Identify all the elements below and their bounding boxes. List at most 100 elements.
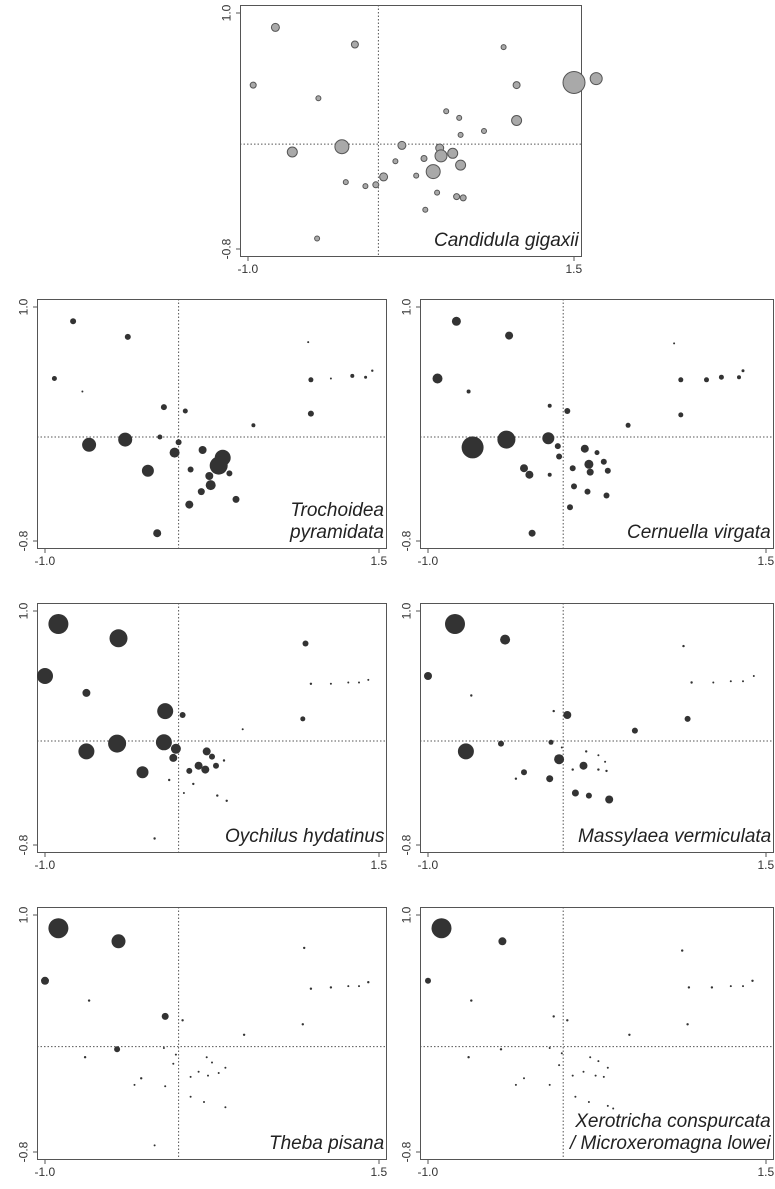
data-point <box>594 450 600 456</box>
data-point <box>584 488 591 495</box>
data-point <box>197 1070 200 1073</box>
data-point <box>162 1047 165 1049</box>
data-point <box>571 768 574 771</box>
data-point <box>153 1144 156 1147</box>
data-point <box>82 437 97 452</box>
data-point <box>133 1083 136 1086</box>
panel-candidula-gigaxii: -1.0 1.5 1.0 -0.8 Candidula gigaxii <box>209 0 603 280</box>
data-point <box>224 1106 227 1109</box>
y-tick-label: 1.0 <box>398 602 413 620</box>
x-tick-label: 1.5 <box>757 858 775 872</box>
data-point <box>605 769 608 773</box>
data-point <box>580 444 589 453</box>
data-point <box>140 1077 143 1080</box>
data-point <box>461 436 484 459</box>
data-point <box>87 999 91 1002</box>
data-point <box>202 747 211 756</box>
data-point <box>552 709 555 713</box>
data-point <box>192 782 195 786</box>
data-point <box>564 408 571 414</box>
data-point <box>37 668 53 684</box>
data-point <box>554 754 565 765</box>
data-point <box>523 1077 525 1080</box>
data-point <box>451 316 461 326</box>
data-point <box>585 792 592 799</box>
data-point <box>308 377 314 383</box>
data-point <box>286 146 298 158</box>
data-point <box>217 1072 220 1074</box>
y-tick-label: -0.8 <box>15 1141 30 1163</box>
data-point <box>397 140 407 150</box>
data-point <box>737 375 741 380</box>
data-point <box>198 446 207 454</box>
data-point <box>329 682 332 685</box>
species-title-line: Trochoidea <box>290 500 384 521</box>
data-point <box>141 464 154 477</box>
species-title: Theba pisana <box>267 1133 385 1155</box>
data-point <box>602 1075 605 1078</box>
data-point <box>182 408 188 414</box>
scatter-plot <box>33 907 387 1164</box>
data-point <box>686 1023 689 1026</box>
data-point <box>457 743 474 760</box>
x-tick-label: -1.0 <box>417 1165 439 1179</box>
data-point <box>470 999 473 1002</box>
y-tick-label: -0.8 <box>398 834 413 856</box>
data-point <box>224 1066 227 1069</box>
panel-cernuella-virgata: -1.0 1.5 1.0 -0.8 Cernuella virgata <box>396 293 775 578</box>
data-point <box>301 1023 304 1026</box>
data-point <box>628 1033 631 1036</box>
data-point <box>307 410 314 417</box>
data-point <box>189 1075 192 1078</box>
data-point <box>741 369 745 373</box>
data-point <box>514 777 518 780</box>
data-point <box>678 412 684 418</box>
scatter-plot <box>33 299 387 553</box>
data-point <box>114 1046 121 1053</box>
data-point <box>347 985 350 988</box>
data-point <box>584 459 594 469</box>
species-title: Cernuella virgata <box>625 522 771 544</box>
data-point <box>434 149 448 163</box>
x-tick-label: -1.0 <box>34 554 56 568</box>
data-point <box>303 946 306 950</box>
data-point <box>514 1083 517 1086</box>
data-point <box>579 761 588 770</box>
x-tick-label: -1.0 <box>417 858 439 872</box>
data-point <box>169 447 180 458</box>
data-point <box>560 1052 563 1055</box>
data-point <box>546 775 554 783</box>
panel-trochoidea-pyramidata: -1.0 1.5 1.0 -0.8 Trochoidea pyramidata <box>8 293 388 578</box>
data-point <box>197 488 205 496</box>
data-point <box>585 750 588 753</box>
y-tick-label: -0.8 <box>15 530 30 552</box>
data-point <box>604 760 607 763</box>
x-tick-label: -1.0 <box>417 554 439 568</box>
plot-frame <box>37 603 387 853</box>
data-point <box>216 794 219 797</box>
data-point <box>562 71 586 94</box>
y-tick-label: -0.8 <box>398 530 413 552</box>
scatter-plot <box>33 603 387 857</box>
data-point <box>179 712 186 718</box>
data-point <box>205 472 214 480</box>
data-point <box>41 976 49 985</box>
data-point <box>606 1104 609 1107</box>
data-point <box>434 189 441 196</box>
data-point <box>467 1056 470 1059</box>
data-point <box>48 918 69 939</box>
data-point <box>334 139 350 155</box>
data-point <box>566 1019 569 1022</box>
data-point <box>690 681 693 684</box>
data-point <box>681 949 684 952</box>
data-point <box>752 675 755 677</box>
data-point <box>687 986 691 989</box>
data-point <box>194 761 203 770</box>
data-point <box>470 694 473 697</box>
data-point <box>186 767 193 774</box>
plot-frame <box>420 603 774 853</box>
data-point <box>631 727 638 734</box>
data-point <box>315 95 322 102</box>
data-point <box>213 762 219 769</box>
data-point <box>187 466 194 473</box>
